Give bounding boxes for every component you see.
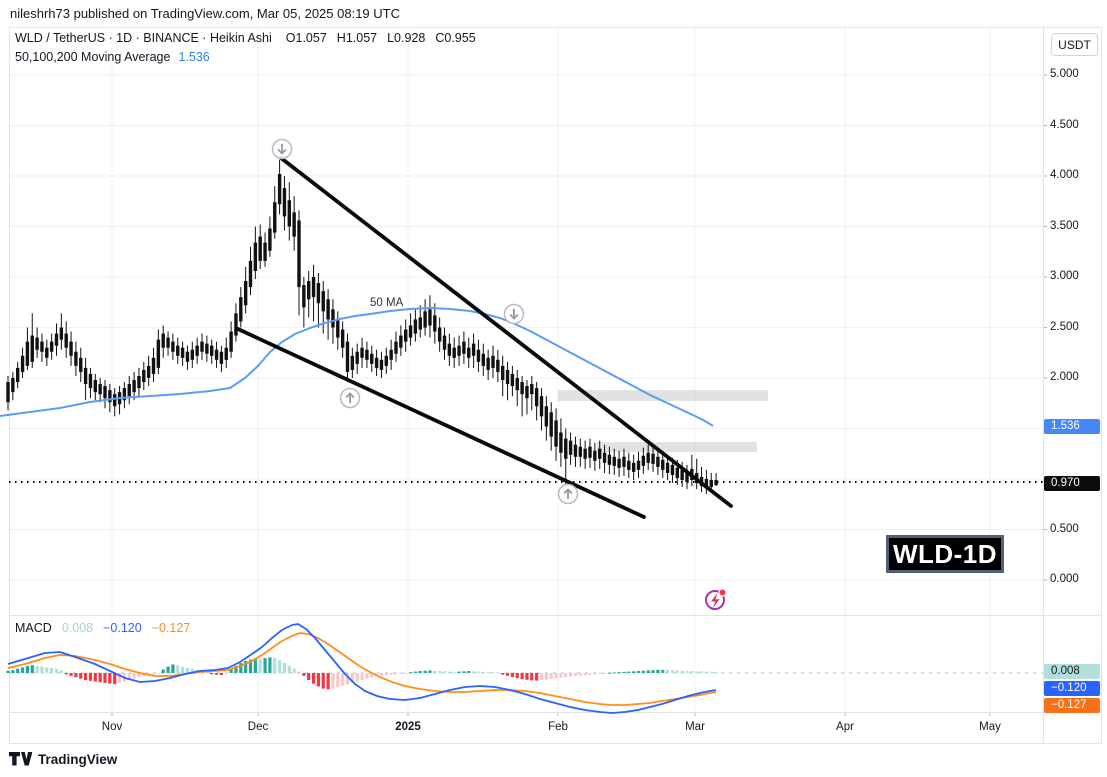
supply-zone[interactable]: [597, 442, 757, 452]
price-axis-label: 4.500: [1050, 118, 1079, 131]
symbol-title[interactable]: WLD / TetherUS · 1D · BINANCE · Heikin A…: [15, 31, 272, 45]
footer-logo[interactable]: TradingView: [8, 751, 117, 767]
macd-histogram: [6, 657, 718, 690]
brand-text: TradingView: [38, 751, 118, 767]
ma50-line[interactable]: [0, 307, 714, 427]
level-price-badge: 0.970: [1044, 476, 1100, 491]
candles-series: [6, 159, 718, 495]
low-value: L0.928: [387, 31, 426, 45]
ma-price-badge: 1.536: [1044, 419, 1100, 434]
pair-text-anchor[interactable]: WLD-1D: [886, 535, 1004, 573]
up-arrow-glyph: [345, 392, 355, 404]
price-axis-label: 5.000: [1050, 68, 1079, 80]
down-arrow-glyph: [277, 143, 287, 155]
chart-widget-border: [9, 27, 1102, 744]
close-value: C0.955: [435, 31, 476, 45]
ma-indicator-legend[interactable]: 50,100,200 Moving Average 1.536: [15, 50, 210, 64]
published-bar: nileshrh73 published on TradingView.com,…: [10, 6, 400, 21]
time-axis-label: Apr: [836, 721, 854, 733]
currency-unit-button[interactable]: USDT: [1051, 33, 1098, 56]
price-axis-label: 4.000: [1050, 169, 1079, 181]
price-axis-label: 3.000: [1050, 270, 1079, 282]
upper-trendline[interactable]: [279, 156, 733, 508]
lower-trendline[interactable]: [236, 327, 646, 519]
down-arrow-glyph: [509, 308, 519, 320]
macd-signal-value: −0.127: [151, 621, 191, 635]
ma50-line-label: 50 MA: [370, 297, 404, 309]
time-axis-label: Dec: [247, 721, 269, 733]
macd-signal-badge: −0.127: [1044, 698, 1100, 713]
time-axis-label: 2025: [395, 721, 421, 733]
price-axis-label: 0.000: [1050, 573, 1079, 585]
symbol-header[interactable]: WLD / TetherUS · 1D · BINANCE · Heikin A…: [15, 31, 476, 45]
price-axis-label: 2.500: [1050, 320, 1079, 333]
ma-indicator-label[interactable]: 50,100,200 Moving Average: [15, 50, 171, 64]
bolt-glyph: [711, 593, 720, 608]
macd-line-value: −0.120: [103, 621, 142, 635]
time-axis-label: Nov: [101, 721, 123, 733]
macd-legend[interactable]: MACD 0.008 −0.120 −0.127: [15, 621, 190, 635]
price-axis-label: 2.000: [1050, 371, 1079, 383]
open-value: O1.057: [285, 31, 327, 45]
time-axis-label: May: [979, 721, 1001, 733]
time-axis-label: Mar: [685, 721, 705, 733]
price-axis-label: 0.500: [1050, 522, 1079, 535]
supply-zone[interactable]: [558, 390, 768, 401]
macd-signal-line[interactable]: [7, 632, 717, 706]
high-value: H1.057: [336, 31, 378, 45]
time-axis-label: Feb: [548, 721, 568, 733]
up-arrow-glyph: [563, 488, 573, 500]
ma-indicator-value: 1.536: [178, 50, 210, 64]
macd-hist-badge: 0.008: [1044, 664, 1100, 679]
price-axis-label: 3.500: [1050, 219, 1079, 232]
ohlc-values: O1.057 H1.057 L0.928 C0.955: [286, 31, 476, 45]
macd-line-badge: −0.120: [1044, 681, 1100, 696]
macd-hist-value: 0.008: [61, 621, 94, 635]
notification-dot: [718, 588, 727, 597]
macd-main-line[interactable]: [7, 623, 717, 714]
macd-title[interactable]: MACD: [15, 621, 52, 635]
tradingview-icon: [9, 752, 32, 766]
